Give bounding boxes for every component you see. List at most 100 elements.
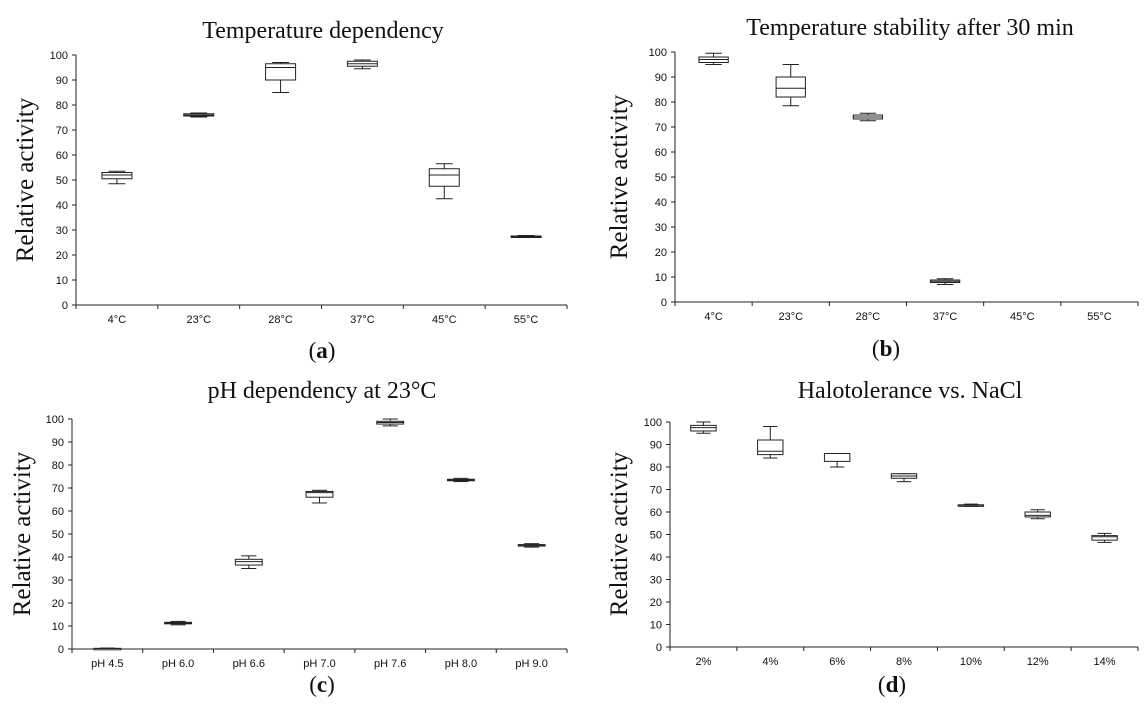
x-tick-label: pH 7.0 [303, 658, 335, 670]
x-tick-label: 14% [1094, 656, 1116, 668]
chart-panel-a: Temperature dependency Relative activity 0… [12, 18, 568, 363]
x-tick-label: pH 9.0 [515, 658, 547, 670]
box-plot-0 [690, 421, 717, 434]
box-plot-4 [428, 163, 460, 200]
panel-caption: (b) [872, 336, 900, 361]
x-tick-label: pH 6.6 [233, 658, 265, 670]
y-axis-label: Relative activity [606, 451, 633, 616]
x-tick-label: 37°C [933, 311, 958, 323]
y-tick-label: 70 [56, 125, 68, 137]
y-tick-label: 40 [650, 552, 662, 564]
x-tick-label: pH 6.0 [162, 658, 194, 670]
x-tick-label: 4°C [108, 314, 127, 326]
y-tick-label: 30 [56, 225, 68, 237]
caption-paren-close: ) [327, 672, 335, 697]
box-plot-0 [101, 170, 133, 185]
x-tick-label: pH 8.0 [445, 658, 477, 670]
x-tick-label: 8% [896, 656, 912, 668]
panel-caption: (c) [309, 672, 335, 697]
box-plot-0 [93, 647, 122, 651]
y-tick-label: 80 [650, 462, 662, 474]
y-tick-label: 30 [650, 575, 662, 587]
x-tick-label: 45°C [1010, 311, 1035, 323]
x-tick-label: 55°C [514, 314, 539, 326]
y-tick-label: 100 [50, 50, 68, 62]
x-tick-label: 55°C [1087, 311, 1112, 323]
y-tick-label: 90 [655, 72, 667, 84]
y-tick-label: 10 [655, 272, 667, 284]
y-tick-label: 60 [650, 507, 662, 519]
box-plot-3 [929, 278, 961, 285]
y-tick-label: 0 [661, 297, 667, 309]
box-iqr [265, 63, 297, 81]
y-tick-label: 30 [52, 575, 64, 587]
box-iqr [775, 76, 806, 98]
chart-title: Halotolerance vs. NaCl [798, 378, 1023, 404]
y-tick-label: 70 [52, 483, 64, 495]
x-tick-label: 28°C [856, 311, 881, 323]
x-tick-label: 2% [695, 656, 711, 668]
caption-paren-close: ) [892, 336, 900, 361]
panel-caption: (a) [309, 338, 336, 363]
box-iqr [690, 424, 717, 432]
y-tick-label: 10 [56, 275, 68, 287]
y-tick-label: 50 [52, 529, 64, 541]
box-plot-2 [234, 555, 263, 569]
panel-caption: (d) [878, 672, 906, 697]
box-iqr [234, 558, 263, 566]
x-tick-label: 6% [829, 656, 845, 668]
box-plot-3 [346, 59, 378, 70]
y-tick-label: 80 [52, 460, 64, 472]
y-tick-label: 80 [655, 97, 667, 109]
x-tick-label: 12% [1027, 656, 1049, 668]
x-tick-label: 4°C [704, 311, 723, 323]
y-tick-label: 10 [52, 621, 64, 633]
caption-letter: a [316, 338, 328, 363]
y-tick-label: 100 [644, 417, 662, 429]
y-tick-label: 40 [52, 552, 64, 564]
y-tick-label: 40 [56, 200, 68, 212]
box-plot-5 [1024, 509, 1051, 520]
box-plot-1 [757, 426, 784, 459]
box-plot-3 [305, 489, 334, 504]
box-plot-3 [890, 473, 918, 483]
y-tick-label: 100 [46, 414, 64, 426]
box-plot-1 [775, 64, 806, 107]
y-tick-label: 70 [655, 122, 667, 134]
box-iqr [101, 172, 133, 180]
x-tick-label: pH 7.6 [374, 658, 406, 670]
caption-paren-open: ( [309, 338, 317, 363]
chart-title: Temperature dependency [202, 18, 444, 44]
box-plot-0 [698, 52, 729, 65]
chart-title: pH dependency at 23°C [208, 378, 437, 404]
x-tick-label: 23°C [778, 311, 803, 323]
box-plot-2 [265, 62, 297, 93]
box-plot-4 [957, 503, 985, 507]
caption-letter: d [886, 672, 899, 697]
box-iqr [1091, 535, 1118, 541]
y-tick-label: 50 [650, 530, 662, 542]
x-tick-label: 37°C [350, 314, 375, 326]
y-tick-label: 50 [655, 172, 667, 184]
y-tick-label: 90 [56, 75, 68, 87]
box-iqr [757, 439, 784, 456]
x-tick-label: 10% [960, 656, 982, 668]
y-tick-label: 40 [655, 197, 667, 209]
caption-paren-close: ) [898, 672, 906, 697]
box-plot-1 [164, 620, 193, 626]
chart-panel-d: Halotolerance vs. NaCl Relative activity 0… [606, 378, 1139, 697]
y-axis-label: Relative activity [12, 97, 39, 262]
x-tick-label: 23°C [186, 314, 211, 326]
y-axis-label: Relative activity [9, 451, 36, 616]
caption-letter: b [880, 336, 893, 361]
y-tick-label: 100 [649, 47, 667, 59]
box-iqr [1024, 511, 1051, 518]
y-tick-label: 50 [56, 175, 68, 187]
y-tick-label: 10 [650, 620, 662, 632]
chart-panel-b: Temperature stability after 30 min Relati… [606, 15, 1139, 361]
caption-paren-close: ) [328, 338, 336, 363]
y-tick-label: 0 [58, 644, 64, 656]
y-axis-label: Relative activity [606, 94, 633, 259]
chart-title: Temperature stability after 30 min [746, 15, 1074, 41]
y-tick-label: 90 [650, 440, 662, 452]
